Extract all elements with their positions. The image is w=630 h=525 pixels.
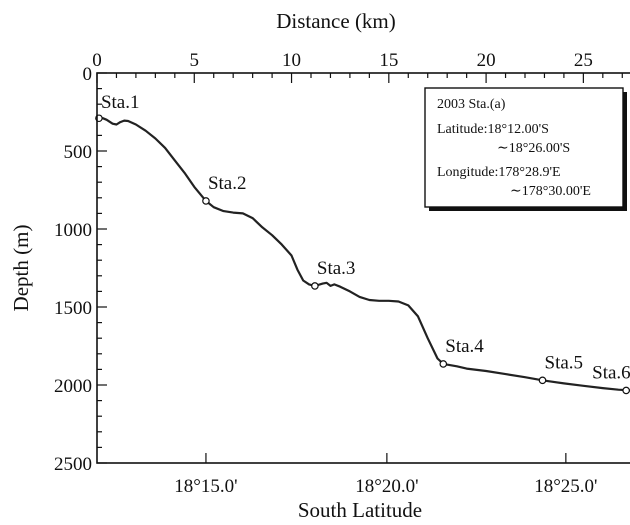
info-box-longitude-end: ∼178°30.00'E [510,184,591,199]
info-box-latitude-end: ∼18°26.00'S [497,141,570,156]
station-label: Sta.4 [445,336,484,357]
tick-marks [96,72,623,464]
info-box-title: 2003 Sta.(a) [437,97,506,112]
y-tick-label: 2000 [54,376,92,397]
y-axis-title: Depth (m) [9,225,33,312]
station-label: Sta.3 [317,258,356,279]
station-label: Sta.6 [592,362,630,383]
top-tick-label: 0 [92,50,102,71]
y-tick-label: 1000 [54,220,92,241]
station-label: Sta.2 [208,173,247,194]
station-marker [439,360,448,368]
station-marker [622,386,630,395]
plot-frame [96,72,630,464]
info-box-latitude: Latitude:18°12.00'S [437,122,549,137]
top-axis-title: Distance (km) [276,9,396,33]
top-tick-label: 25 [574,50,593,71]
top-tick-label: 20 [477,50,496,71]
y-tick-label: 500 [64,142,93,163]
station-marker [538,376,547,385]
top-tick-label: 5 [190,50,200,71]
top-tick-label: 10 [282,50,301,71]
top-tick-labels: 0 5 10 15 20 25 [92,50,593,71]
info-box-longitude: Longitude:178°28.9'E [437,165,561,180]
info-box: 2003 Sta.(a) Latitude:18°12.00'S ∼18°26.… [424,87,627,211]
bottom-tick-label: 18°25.0' [534,476,597,497]
top-tick-label: 15 [379,50,398,71]
station-markers: Sta.1 Sta.2 Sta.3 Sta.4 Sta.5 Sta.6 [95,92,630,395]
station-marker [202,197,210,205]
y-tick-label: 2500 [54,454,92,475]
station-marker [311,282,319,290]
bottom-tick-label: 18°15.0' [174,476,237,497]
y-tick-label: 1500 [54,298,92,319]
x-axis-title: South Latitude [298,498,422,522]
bottom-tick-labels: 18°15.0' 18°20.0' 18°25.0' [174,476,597,497]
info-box-frame [424,87,624,208]
station-label: Sta.1 [101,92,140,113]
y-tick-label: 0 [83,64,93,85]
bottom-tick-label: 18°20.0' [355,476,418,497]
station-label: Sta.5 [545,352,584,373]
y-tick-labels: 0 500 1000 1500 2000 2500 [54,64,92,475]
